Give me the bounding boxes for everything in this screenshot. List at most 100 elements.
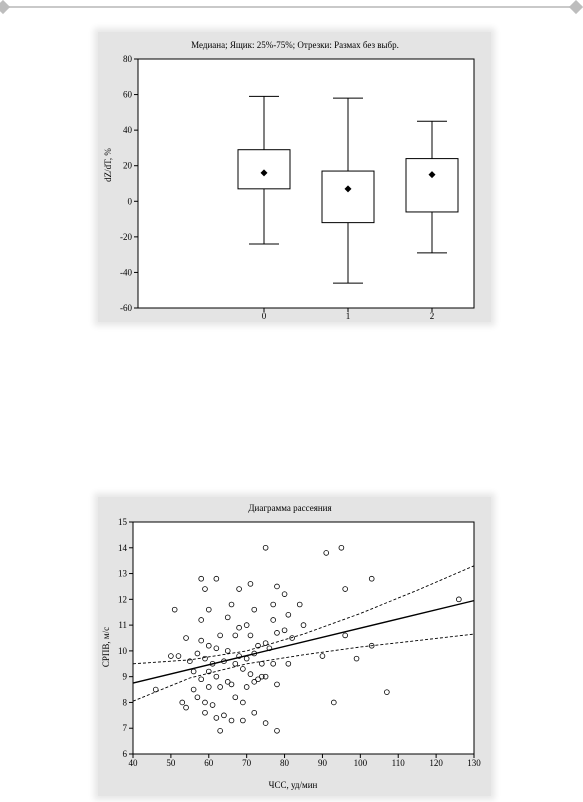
data-point (213, 715, 220, 721)
data-point (274, 681, 280, 688)
data-point (217, 632, 223, 639)
data-point (251, 606, 258, 613)
data-point (152, 686, 159, 693)
data-point (270, 617, 276, 623)
rule-right-cap (568, 0, 583, 15)
y-tick-label: 15 (118, 517, 128, 527)
data-point (232, 660, 239, 667)
regression-line (132, 599, 475, 684)
data-point (221, 712, 227, 719)
y-tick-label: 14 (118, 543, 128, 553)
data-point (213, 575, 220, 582)
data-point (281, 627, 288, 634)
y-tick-label: 7 (123, 723, 128, 733)
data-point (240, 666, 246, 672)
data-point (194, 650, 201, 657)
y-tick-label: 60 (123, 90, 133, 100)
data-point (224, 679, 231, 685)
data-point (274, 583, 280, 590)
data-point (198, 637, 204, 644)
x-tick-label: 1 (346, 311, 351, 321)
data-point (236, 586, 242, 592)
data-point (270, 660, 276, 667)
data-point (353, 655, 360, 662)
y-tick-label: 12 (118, 594, 127, 604)
scatter-plot-figure: Диаграмма рассеяния СРПВ, м/с ЧСС, уд/ми… (98, 497, 491, 796)
data-point (240, 699, 246, 706)
data-point (232, 632, 239, 639)
data-point (262, 544, 269, 551)
y-tick-label: 11 (118, 620, 127, 630)
y-tick-label: 40 (123, 125, 133, 135)
data-point (236, 653, 242, 659)
data-point (456, 596, 462, 603)
data-point (300, 622, 307, 628)
data-point (342, 632, 348, 639)
y-tick-label: -20 (120, 232, 132, 242)
data-point (190, 686, 197, 693)
data-point (202, 709, 208, 716)
data-point (274, 728, 280, 734)
y-tick-label: 9 (123, 672, 128, 682)
data-point (255, 642, 261, 649)
confidence-band-upper (132, 565, 475, 665)
data-point (262, 640, 269, 646)
data-point (270, 601, 276, 608)
box-plot-title: Медиана; Ящик: 25%-75%; Отрезки: Размах … (191, 40, 399, 50)
median-marker (260, 169, 268, 177)
data-point (240, 717, 246, 724)
x-tick-label: 70 (242, 758, 252, 768)
data-point (368, 642, 375, 649)
x-tick-label: 40 (129, 758, 139, 768)
data-point (205, 684, 212, 690)
data-point (285, 612, 292, 618)
data-point (228, 601, 235, 608)
median-marker (344, 185, 352, 193)
data-point (183, 704, 189, 711)
data-point (198, 676, 204, 683)
data-point (296, 601, 303, 608)
data-point (368, 575, 375, 582)
data-point (209, 702, 216, 708)
data-point (205, 668, 212, 675)
y-tick-label: 10 (118, 646, 128, 656)
data-point (285, 660, 292, 667)
y-tick-label: 20 (123, 161, 133, 171)
data-point (251, 709, 258, 716)
data-point (281, 591, 288, 597)
data-point (213, 645, 220, 652)
data-point (319, 653, 326, 659)
data-point (224, 614, 231, 621)
x-tick-label: 120 (429, 758, 443, 768)
data-point (342, 586, 348, 592)
iqr-box (237, 149, 291, 190)
box-plot-y-label: dZ/dT, % (103, 148, 113, 182)
y-tick-label: -60 (120, 303, 132, 313)
box-plot-svg: Медиана; Ящик: 25%-75%; Отрезки: Размах … (103, 40, 475, 321)
top-rule (0, 0, 583, 15)
data-point (243, 622, 250, 628)
data-point (228, 681, 235, 688)
data-point (205, 606, 212, 613)
data-point (198, 575, 204, 582)
x-tick-label: 60 (204, 758, 214, 768)
x-tick-label: 80 (280, 758, 290, 768)
data-point (168, 653, 174, 659)
data-point (243, 684, 250, 690)
data-point (323, 550, 330, 556)
rule-left-cap (0, 0, 11, 15)
data-point (194, 694, 201, 701)
y-tick-label: -40 (120, 267, 132, 277)
data-point (338, 544, 345, 551)
data-point (255, 676, 261, 683)
data-point (179, 699, 186, 706)
y-tick-label: 6 (123, 749, 128, 759)
scatter-plot-x-label: ЧСС, уд/мин (269, 780, 318, 790)
x-tick-label: 110 (392, 758, 406, 768)
scatter-plot-y-label: СРПВ, м/с (101, 627, 111, 667)
scatter-plot-frame (132, 521, 475, 755)
data-point (202, 655, 208, 662)
x-tick-label: 130 (467, 758, 481, 768)
data-point (259, 673, 265, 680)
x-tick-label: 2 (430, 311, 435, 321)
